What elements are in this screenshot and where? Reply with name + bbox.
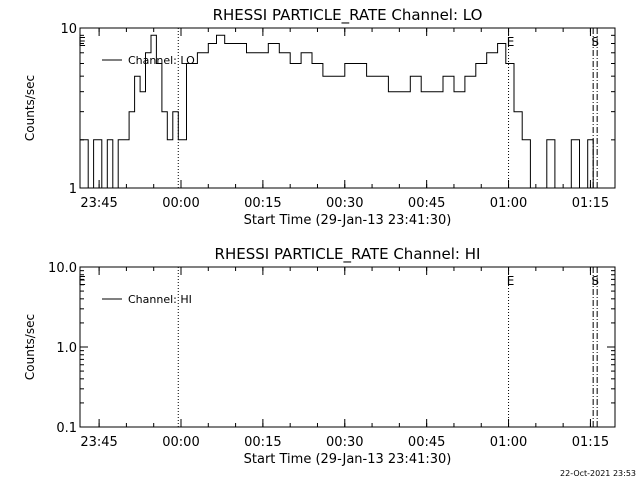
- x-tick-label: 00:45: [408, 196, 445, 211]
- x-tick-label: 01:15: [572, 435, 609, 450]
- x-axis-label: Start Time (29-Jan-13 23:41:30): [244, 213, 452, 228]
- plot-frame: [79, 27, 616, 189]
- x-tick-label: 01:00: [490, 196, 527, 211]
- x-tick-label: 00:15: [244, 435, 281, 450]
- generation-timestamp: 22-Oct-2021 23:53: [560, 469, 636, 478]
- y-axis-label: Counts/sec: [23, 75, 37, 141]
- legend-label: Channel: HI: [128, 293, 192, 306]
- y-tick-label: 0.1: [56, 421, 77, 436]
- x-tick-label: 23:45: [80, 435, 117, 450]
- y-tick-label: 1.0: [56, 341, 77, 356]
- event-marker-label: S: [591, 274, 599, 288]
- x-tick-label: 00:00: [162, 196, 199, 211]
- event-marker-label: E: [78, 35, 86, 49]
- x-tick-label: 00:45: [408, 435, 445, 450]
- y-tick-label: 1: [69, 182, 77, 197]
- y-tick-label: 10: [60, 22, 77, 37]
- event-marker-label: S: [591, 35, 599, 49]
- x-tick-label: 01:15: [572, 196, 609, 211]
- event-marker-label: E: [507, 274, 515, 288]
- x-tick-label: 00:15: [244, 196, 281, 211]
- series-line-channel-lo: [80, 34, 594, 189]
- x-tick-label: 00:30: [326, 196, 363, 211]
- y-tick-label: 10.0: [48, 261, 77, 276]
- plot-frame: [79, 266, 616, 428]
- x-tick-label: 23:45: [80, 196, 117, 211]
- x-tick-label: 00:00: [162, 435, 199, 450]
- x-tick-label: 01:00: [490, 435, 527, 450]
- legend-label: Channel: LO: [128, 54, 195, 67]
- y-axis-label: Counts/sec: [23, 314, 37, 380]
- event-marker-label: E: [78, 274, 86, 288]
- chart-title: RHESSI PARTICLE_RATE Channel: HI: [215, 245, 481, 264]
- event-marker-label: E: [507, 35, 515, 49]
- x-axis-label: Start Time (29-Jan-13 23:41:30): [244, 452, 452, 467]
- chart-title: RHESSI PARTICLE_RATE Channel: LO: [213, 6, 483, 25]
- x-tick-label: 00:30: [326, 435, 363, 450]
